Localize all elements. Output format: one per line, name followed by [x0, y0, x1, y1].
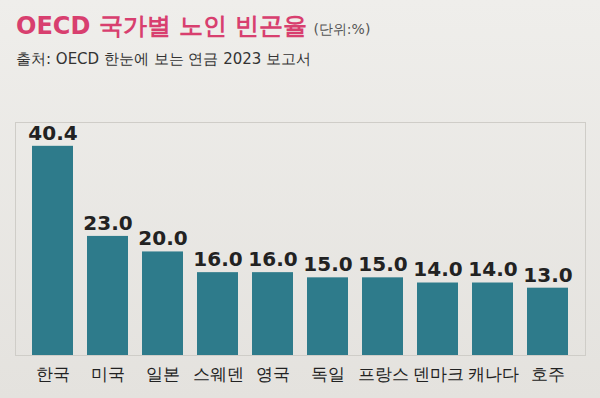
svg-text:일본: 일본	[146, 364, 180, 384]
svg-text:16.0: 16.0	[248, 247, 297, 271]
svg-text:한국: 한국	[36, 364, 70, 384]
svg-text:15.0: 15.0	[303, 252, 352, 276]
svg-text:스웨덴: 스웨덴	[193, 364, 244, 384]
html-text:출처: OECD 한눈에 보는 연금 2023 보고서: 출처: OECD 한눈에 보는 연금 2023 보고서	[16, 50, 312, 68]
svg-text:20.0: 20.0	[138, 226, 187, 250]
svg-text:13.0: 13.0	[523, 263, 572, 287]
html-text:OECD 국가별 노인 빈곤율 (단위:%): OECD 국가별 노인 빈곤율 (단위:%)	[16, 12, 371, 40]
svg-text:14.0: 14.0	[413, 257, 462, 281]
svg-text:미국: 미국	[91, 364, 125, 384]
svg-text:40.4: 40.4	[28, 121, 77, 145]
svg-text:덴마크: 덴마크	[413, 364, 464, 384]
svg-text:캐나다: 캐나다	[468, 364, 519, 384]
svg-text:독일: 독일	[311, 364, 345, 384]
svg-text:호주: 호주	[531, 364, 565, 384]
svg-text:영국: 영국	[256, 364, 290, 384]
svg-text:16.0: 16.0	[193, 247, 242, 271]
svg-text:15.0: 15.0	[358, 252, 407, 276]
svg-text:23.0: 23.0	[83, 211, 132, 235]
svg-text:14.0: 14.0	[468, 257, 517, 281]
svg-text:프랑스: 프랑스	[358, 364, 409, 384]
